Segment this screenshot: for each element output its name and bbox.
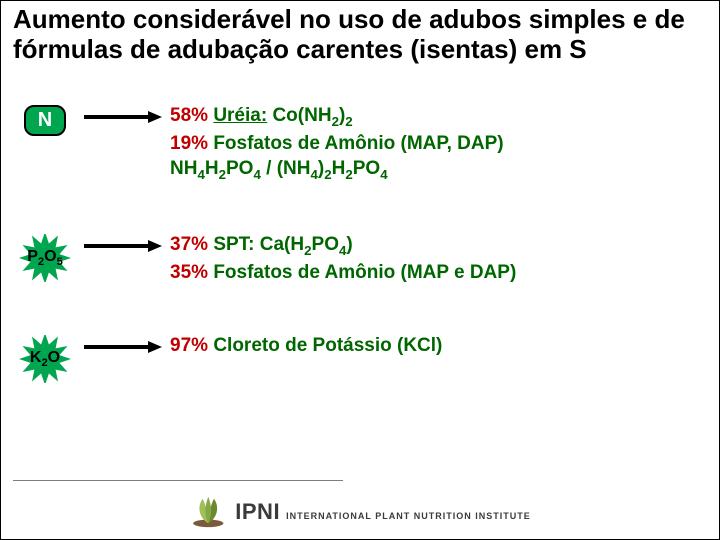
ipni-subtitle: INTERNATIONAL PLANT NUTRITION INSTITUTE <box>286 511 531 521</box>
content-rows: N 58% Uréia: Co(NH2)219% Fosfatos de Amôn… <box>1 75 719 383</box>
nutrient-row: K2O 97% Cloreto de Potássio (KCl) <box>15 333 699 383</box>
badge: P2O5 <box>15 232 75 282</box>
arrow-icon <box>75 103 170 125</box>
ipni-acronym: IPNI <box>235 499 280 525</box>
ipni-logo: IPNI INTERNATIONAL PLANT NUTRITION INSTI… <box>189 495 530 529</box>
row-content: 58% Uréia: Co(NH2)219% Fosfatos de Amôni… <box>170 103 699 184</box>
badge-label: P2O5 <box>17 234 73 282</box>
arrow-icon <box>75 333 170 355</box>
content-line: 97% Cloreto de Potássio (KCl) <box>170 333 699 359</box>
badge-label: N <box>24 105 66 136</box>
nutrient-row: P2O5 37% SPT: Ca(H2PO4)35% Fosfatos de Am… <box>15 232 699 285</box>
badge: K2O <box>15 333 75 383</box>
divider <box>13 480 343 481</box>
arrow-icon <box>75 232 170 254</box>
row-content: 37% SPT: Ca(H2PO4)35% Fosfatos de Amônio… <box>170 232 699 285</box>
badge-label: K2O <box>17 335 73 383</box>
content-line: 35% Fosfatos de Amônio (MAP e DAP) <box>170 260 699 286</box>
content-line: 58% Uréia: Co(NH2)2 <box>170 103 699 131</box>
badge: N <box>15 103 75 136</box>
ipni-logo-mark <box>189 495 227 529</box>
ipni-logo-text: IPNI INTERNATIONAL PLANT NUTRITION INSTI… <box>235 499 530 525</box>
row-content: 97% Cloreto de Potássio (KCl) <box>170 333 699 359</box>
nutrient-row: N 58% Uréia: Co(NH2)219% Fosfatos de Amôn… <box>15 103 699 184</box>
page-title: Aumento considerável no uso de adubos si… <box>1 1 719 75</box>
content-line: NH4H2PO4 / (NH4)2H2PO4 <box>170 156 699 184</box>
content-line: 19% Fosfatos de Amônio (MAP, DAP) <box>170 131 699 157</box>
content-line: 37% SPT: Ca(H2PO4) <box>170 232 699 260</box>
